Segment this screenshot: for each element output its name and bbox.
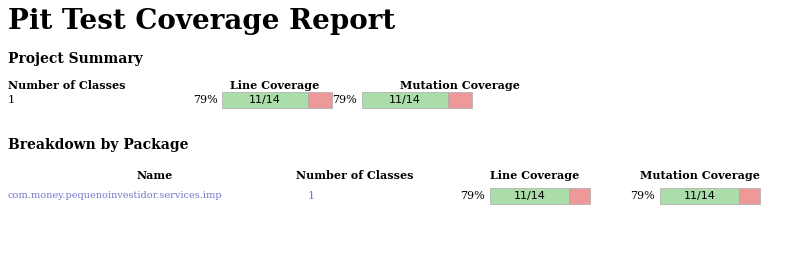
Text: 79%: 79% bbox=[630, 191, 655, 201]
Text: 1: 1 bbox=[8, 95, 15, 105]
Text: 11/14: 11/14 bbox=[514, 191, 546, 201]
Text: Line Coverage: Line Coverage bbox=[490, 170, 580, 181]
Text: Pit Test Coverage Report: Pit Test Coverage Report bbox=[8, 8, 395, 35]
Text: 79%: 79% bbox=[332, 95, 357, 105]
Text: 1: 1 bbox=[308, 191, 315, 201]
Text: 11/14: 11/14 bbox=[683, 191, 715, 201]
Text: Mutation Coverage: Mutation Coverage bbox=[640, 170, 760, 181]
Text: Name: Name bbox=[137, 170, 173, 181]
Text: Mutation Coverage: Mutation Coverage bbox=[400, 80, 520, 91]
Text: Line Coverage: Line Coverage bbox=[230, 80, 319, 91]
Bar bbox=[660, 188, 738, 204]
Bar bbox=[738, 188, 760, 204]
Text: 11/14: 11/14 bbox=[390, 95, 421, 105]
Bar bbox=[449, 92, 472, 108]
Bar bbox=[490, 188, 569, 204]
Bar bbox=[309, 92, 332, 108]
Bar bbox=[362, 92, 449, 108]
Bar bbox=[569, 188, 590, 204]
Text: 11/14: 11/14 bbox=[250, 95, 281, 105]
Text: Number of Classes: Number of Classes bbox=[8, 80, 126, 91]
Text: Project Summary: Project Summary bbox=[8, 52, 142, 66]
Text: Number of Classes: Number of Classes bbox=[296, 170, 414, 181]
Text: Breakdown by Package: Breakdown by Package bbox=[8, 138, 189, 152]
Text: 79%: 79% bbox=[460, 191, 485, 201]
Bar bbox=[222, 92, 309, 108]
Text: com.money.pequenoinvestidor.services.imp: com.money.pequenoinvestidor.services.imp bbox=[8, 192, 222, 201]
Text: 79%: 79% bbox=[194, 95, 218, 105]
